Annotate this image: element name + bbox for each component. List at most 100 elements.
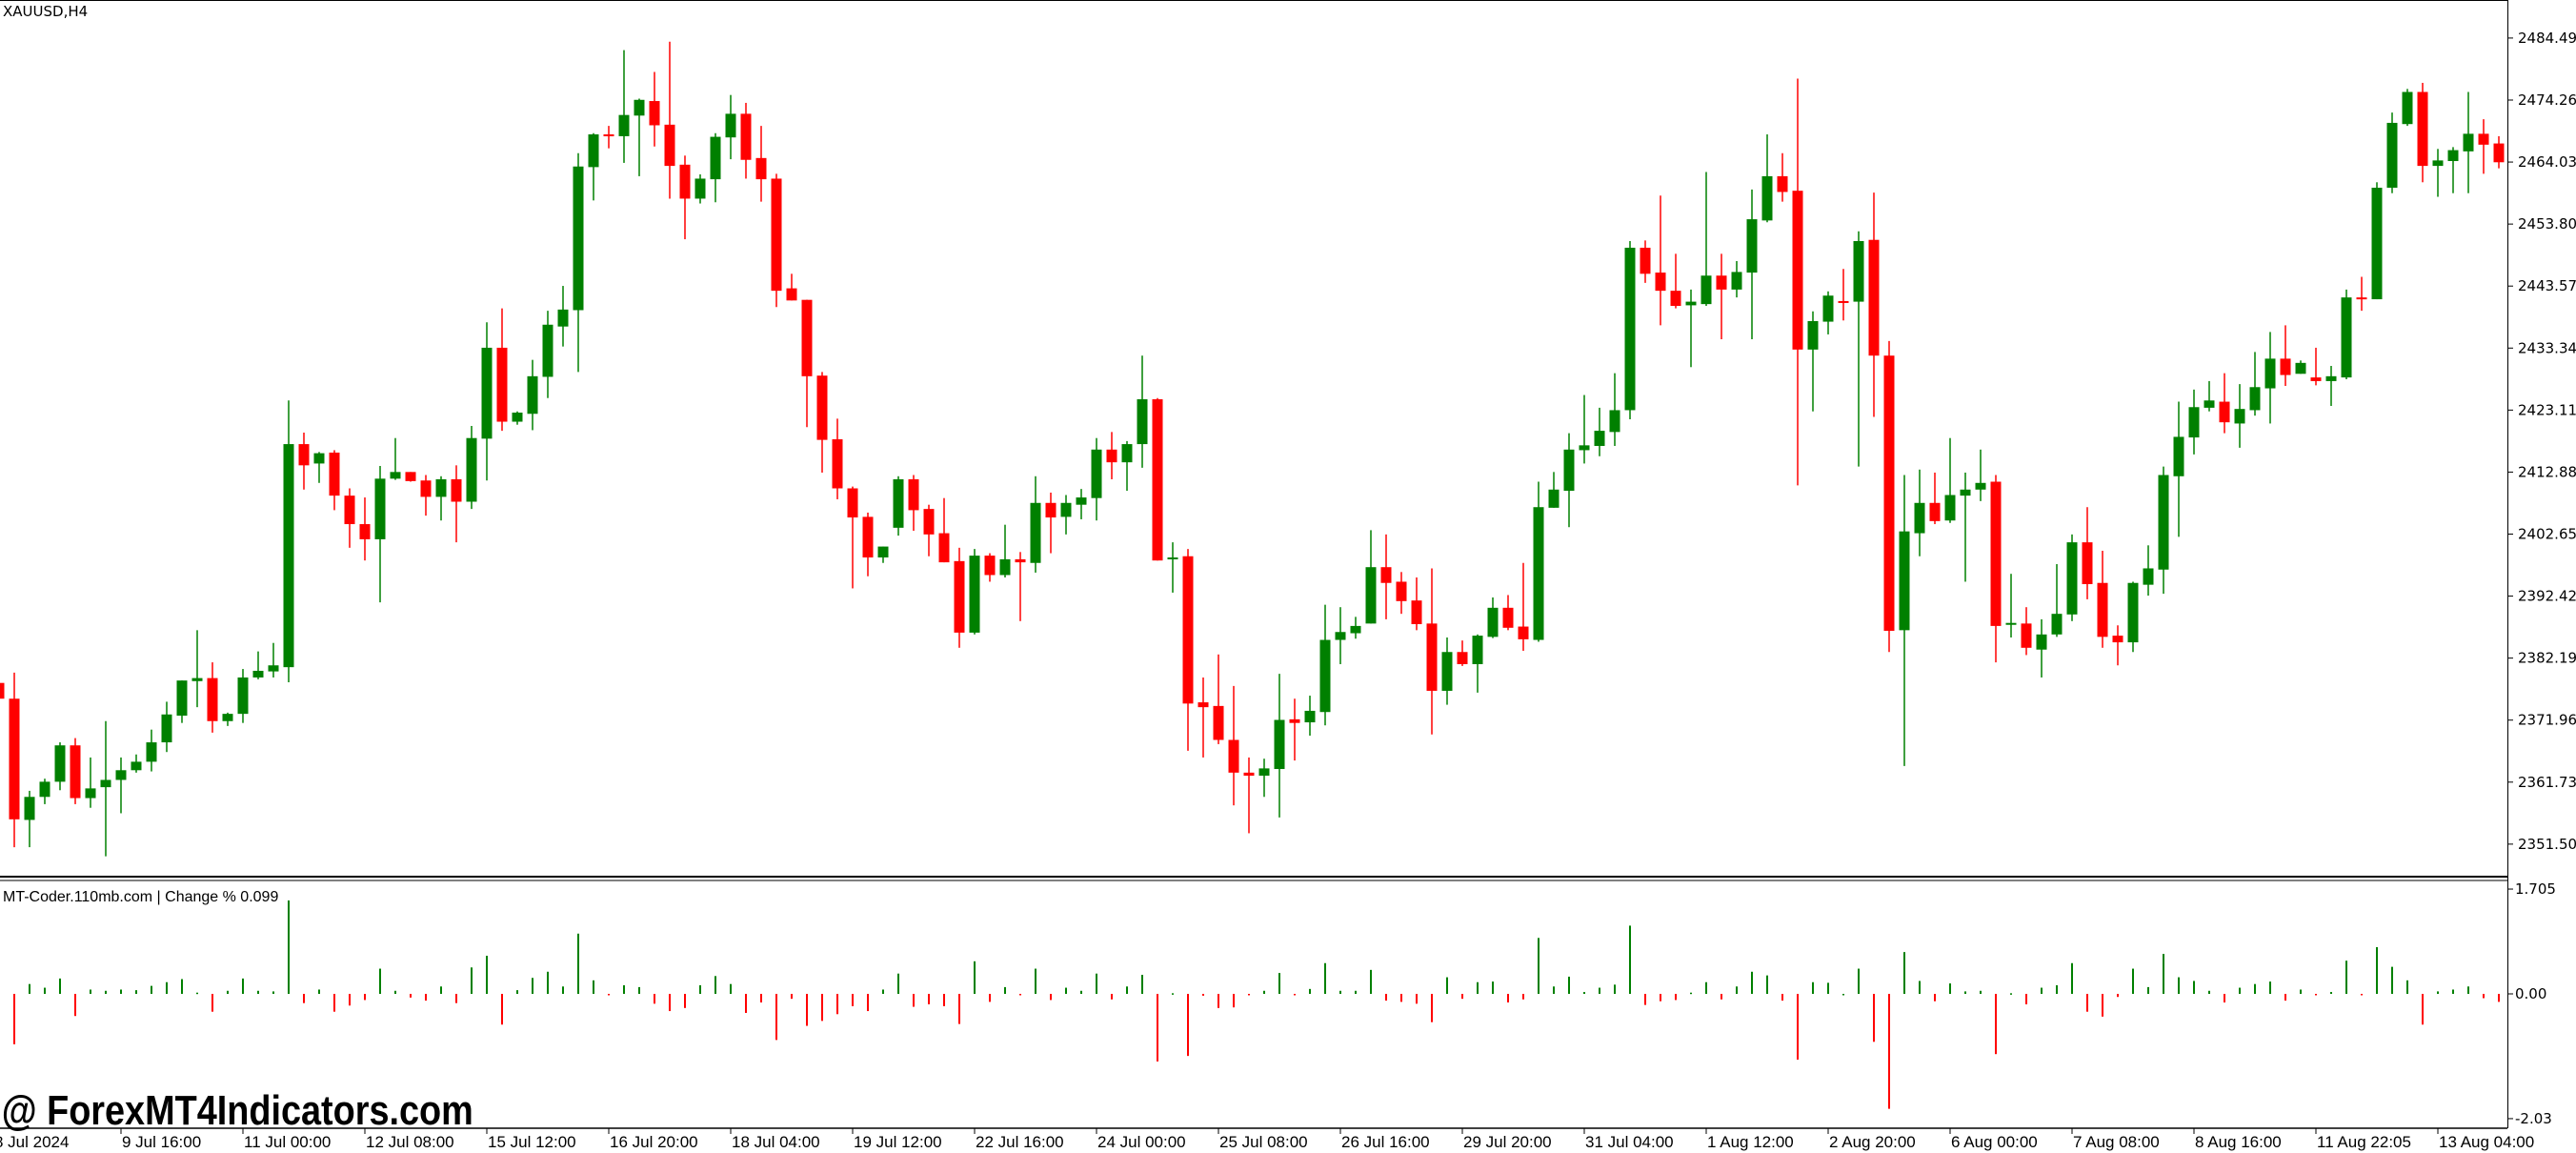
candle-body xyxy=(573,166,584,311)
candle xyxy=(252,651,264,679)
candle xyxy=(405,472,416,482)
candle xyxy=(2082,507,2093,599)
indicator-bar xyxy=(2147,986,2149,994)
indicator-bar xyxy=(2025,994,2027,1004)
candle-body xyxy=(2158,475,2169,570)
indicator-bar xyxy=(1568,976,1570,994)
candle-body xyxy=(191,678,203,681)
indicator-bar xyxy=(1096,973,1097,994)
candle-body xyxy=(1197,702,1209,708)
candle-body xyxy=(344,496,355,525)
indicator-bar xyxy=(2498,994,2500,1002)
indicator-bar xyxy=(151,985,152,994)
candle-body xyxy=(1914,502,1925,534)
candle xyxy=(2325,366,2337,406)
candle-body xyxy=(390,472,401,479)
price-tick-label: 2412.885 xyxy=(2518,463,2576,480)
indicator-bar xyxy=(1385,994,1387,1001)
candle xyxy=(9,672,20,848)
indicator-bar xyxy=(1050,994,1052,1001)
candle xyxy=(344,488,355,548)
candle xyxy=(1258,759,1270,798)
candle xyxy=(1060,495,1072,535)
candle-body xyxy=(1060,502,1072,517)
candle-body xyxy=(481,347,493,439)
indicator-bar xyxy=(1339,990,1341,994)
candle xyxy=(2158,466,2169,595)
candle xyxy=(1990,475,2002,663)
candle xyxy=(1487,597,1499,638)
candle xyxy=(1518,562,1529,651)
candle-body xyxy=(283,444,294,668)
candle xyxy=(329,450,340,511)
indicator-bar xyxy=(1248,994,1250,996)
candle-body xyxy=(1944,495,1956,521)
candle-body xyxy=(984,556,996,576)
candle xyxy=(100,720,111,857)
indicator-bar xyxy=(303,994,305,1003)
indicator-bar xyxy=(349,994,351,1006)
candle xyxy=(725,94,736,160)
indicator-bar xyxy=(943,994,945,1006)
candle xyxy=(1975,449,1986,501)
indicator-bar xyxy=(1781,994,1783,1001)
candle xyxy=(54,742,66,791)
candle xyxy=(268,642,279,678)
candle xyxy=(2097,551,2108,648)
indicator-bar xyxy=(455,994,457,1003)
indicator-bar xyxy=(288,900,290,994)
candle xyxy=(222,712,233,726)
candle xyxy=(1777,152,1788,202)
indicator-bar xyxy=(1980,990,1982,994)
candle xyxy=(2417,82,2428,183)
candle-body xyxy=(2066,542,2078,615)
candle-body xyxy=(1655,273,1666,292)
watermark-text: @ ForexMT4Indicators.com xyxy=(2,1086,473,1133)
indicator-bar xyxy=(1461,994,1463,1000)
indicator-bar xyxy=(1172,993,1174,995)
candle-body xyxy=(634,99,645,116)
time-tick-label: 12 Jul 08:00 xyxy=(366,1133,454,1151)
indicator-bar xyxy=(623,984,625,994)
candle-body xyxy=(329,452,340,496)
candle-body xyxy=(1213,705,1224,740)
candle xyxy=(481,322,493,481)
candle xyxy=(1853,231,1864,467)
candle xyxy=(2005,574,2017,637)
candle xyxy=(1106,432,1117,479)
indicator-bar xyxy=(44,987,46,994)
candle xyxy=(1091,437,1102,521)
price-axis: 2484.495 2474.265 2464.035 2453.805 2443.575… xyxy=(2507,30,2576,853)
candle-body xyxy=(893,478,904,528)
candle-body xyxy=(1883,355,1895,631)
candle-body xyxy=(405,472,416,481)
candle-body xyxy=(1777,175,1788,192)
indicator-bar xyxy=(501,994,503,1025)
indicator-bar xyxy=(196,992,198,995)
candle-body xyxy=(2463,133,2474,152)
candle-body xyxy=(999,558,1011,576)
candle xyxy=(1274,674,1285,818)
indicator-bar xyxy=(669,994,671,1012)
indicator-bar xyxy=(1111,994,1113,1000)
candle-body xyxy=(1624,247,1636,411)
candle xyxy=(0,682,5,699)
candle xyxy=(847,486,858,589)
candle xyxy=(2463,91,2474,193)
time-tick-label: 11 Jul 00:00 xyxy=(244,1133,331,1151)
candle-body xyxy=(2356,297,2367,300)
indicator-bar xyxy=(2117,994,2119,998)
indicator-bar xyxy=(425,994,427,1001)
candle-body xyxy=(1929,502,1941,521)
candle xyxy=(1960,472,1971,582)
candle-body xyxy=(694,178,706,199)
candle-body xyxy=(1167,557,1178,560)
indicator-bar xyxy=(1827,982,1829,994)
candle-body xyxy=(2386,122,2398,189)
indicator-bar xyxy=(699,984,701,994)
candle-body xyxy=(1258,768,1270,777)
indicator-bar xyxy=(2315,994,2317,996)
indicator-bar xyxy=(654,994,655,1004)
candle-body xyxy=(1792,191,1803,350)
